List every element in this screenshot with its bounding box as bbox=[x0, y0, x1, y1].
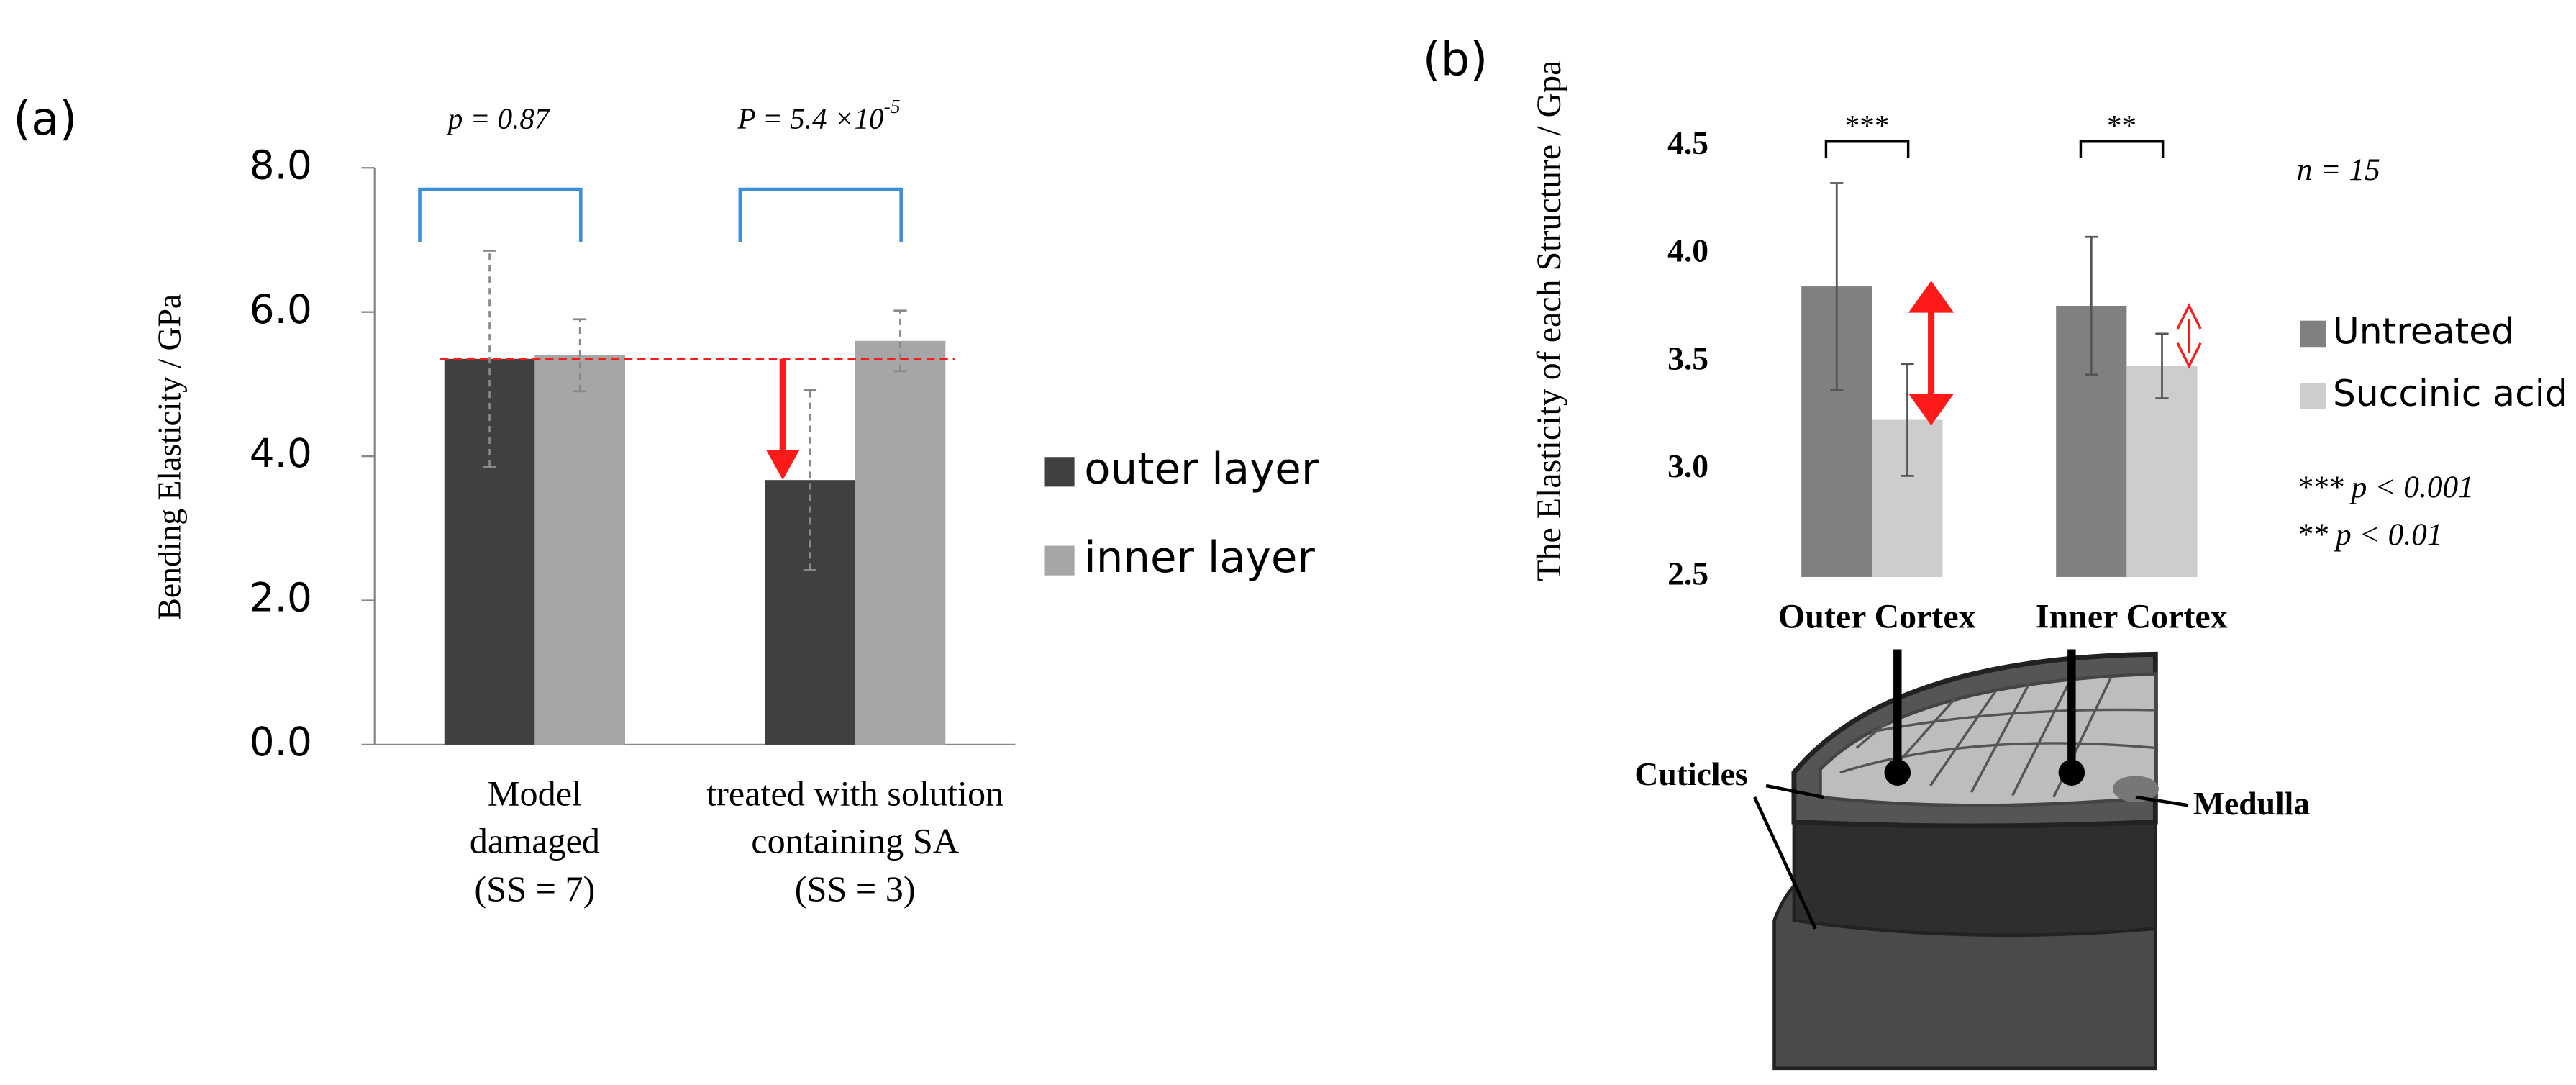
significance: *** bbox=[1845, 109, 1890, 142]
y-tick-label: 4.0 bbox=[1667, 232, 1708, 269]
y-tick-label: 3.5 bbox=[1667, 340, 1708, 376]
legend-label: Untreated bbox=[2333, 309, 2514, 352]
y-tick-label: 4.0 bbox=[250, 430, 312, 476]
bracket bbox=[418, 187, 583, 242]
panel-label: (a) bbox=[13, 93, 77, 146]
x-tick-label: (SS = 7) bbox=[474, 868, 595, 909]
annotation: p = 0.87 bbox=[446, 102, 550, 135]
annotation-text: p = 0.87 bbox=[446, 102, 550, 135]
y-tick-label: 2.5 bbox=[1667, 555, 1708, 591]
annotation-text: P = 5.4 ×10 bbox=[737, 102, 885, 135]
x-tick-label: Inner Cortex bbox=[2036, 597, 2228, 635]
y-tick-label: 2.0 bbox=[250, 575, 312, 621]
arrow-head bbox=[2176, 303, 2202, 330]
diagram-label: Cuticles bbox=[1634, 755, 1747, 792]
legend-swatch bbox=[1044, 545, 1075, 576]
y-tick-label: 0.0 bbox=[250, 719, 312, 765]
legend-label: inner layer bbox=[1084, 533, 1315, 583]
bracket bbox=[2079, 140, 2165, 158]
bar bbox=[534, 355, 625, 745]
annotation: P = 5.4 ×10-5 bbox=[737, 96, 901, 135]
legend-swatch bbox=[1044, 457, 1075, 487]
legend-label: Succinic acid bbox=[2333, 372, 2568, 414]
y-axis-label: Bending Elasticity / GPa bbox=[150, 294, 187, 620]
y-axis-label: The Elasticity of each Structure / Gpa bbox=[1530, 60, 1568, 581]
diagram-label: Medulla bbox=[2193, 785, 2311, 822]
arrow-head bbox=[1908, 281, 1954, 313]
arrow-head bbox=[2176, 342, 2202, 369]
arrow-head bbox=[766, 450, 800, 481]
bracket bbox=[738, 187, 903, 242]
x-tick-label: Outer Cortex bbox=[1778, 597, 1976, 635]
x-tick-label: (SS = 3) bbox=[795, 868, 916, 909]
y-tick-label: 6.0 bbox=[250, 286, 312, 332]
x-tick-label: treated with solution bbox=[706, 773, 1003, 814]
bar bbox=[2126, 366, 2198, 577]
bar bbox=[444, 358, 535, 745]
y-tick-label: 4.5 bbox=[1667, 124, 1708, 161]
legend-swatch bbox=[2300, 383, 2326, 410]
legend-swatch bbox=[2300, 320, 2326, 348]
hair-diagram bbox=[1753, 649, 2189, 1071]
x-tick-label: containing SA bbox=[751, 821, 959, 861]
y-tick-label: 8.0 bbox=[250, 142, 312, 188]
note: *** p < 0.001 bbox=[2297, 470, 2474, 504]
arrow-head bbox=[1908, 394, 1954, 426]
legend-label: outer layer bbox=[1084, 445, 1319, 494]
panel-label: (b) bbox=[1423, 34, 1488, 87]
y-tick-label: 3.0 bbox=[1667, 448, 1708, 484]
x-tick-label: damaged bbox=[470, 821, 600, 861]
bar bbox=[855, 340, 946, 745]
x-tick-label: Model bbox=[488, 773, 582, 814]
annotation-superscript: -5 bbox=[884, 96, 901, 117]
note: ** p < 0.01 bbox=[2297, 517, 2443, 552]
bracket bbox=[1824, 140, 1910, 158]
note: n = 15 bbox=[2297, 153, 2380, 187]
significance: ** bbox=[2107, 109, 2136, 142]
